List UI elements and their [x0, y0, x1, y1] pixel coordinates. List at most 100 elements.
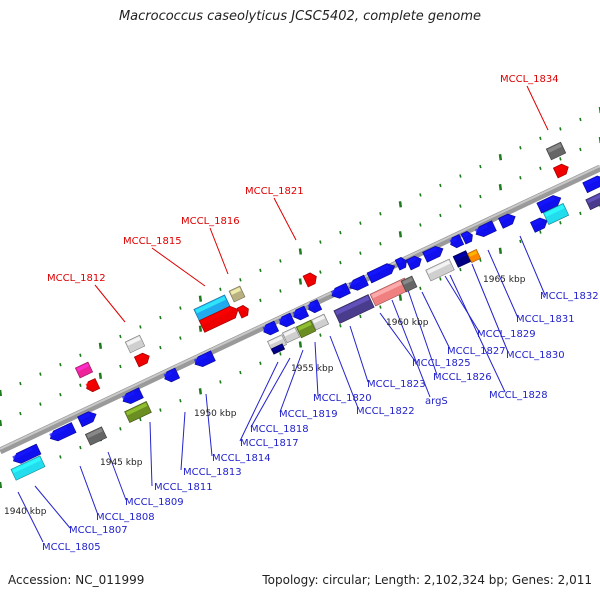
gene-leader-line [444, 275, 481, 334]
minor-tick-mark [79, 445, 82, 450]
minor-tick-mark [379, 212, 382, 216]
gene-leader-line [239, 361, 279, 442]
minor-tick-mark [479, 164, 482, 169]
gene-feature-sheen [312, 315, 325, 324]
minor-tick-mark [379, 305, 382, 309]
label-mccl-1832: MCCL_1832 [540, 291, 599, 302]
minor-tick-mark [379, 242, 382, 246]
minor-tick-mark [219, 287, 222, 291]
minor-tick-mark [519, 239, 522, 244]
minor-tick-mark [279, 352, 282, 356]
minor-tick-mark [479, 258, 482, 262]
label-mccl-1822: MCCL_1822 [356, 406, 415, 417]
label-mccl-1819: MCCL_1819 [279, 409, 338, 420]
label-mccl-1820: MCCL_1820 [313, 393, 372, 404]
label-mccl-1805: MCCL_1805 [42, 542, 101, 553]
gene-feature-body [582, 175, 600, 194]
gene-feature-body [466, 248, 482, 264]
minor-tick-mark [179, 398, 182, 403]
gene-feature-arrow [12, 443, 42, 464]
gene-feature-sheen [348, 278, 361, 287]
minor-tick-mark [339, 260, 342, 265]
gene-feature-sheen [12, 457, 41, 474]
gene-feature-sheen [193, 354, 208, 363]
gene-feature-sheen [474, 224, 489, 233]
gene-feature-body [236, 305, 249, 319]
label-mccl-1827: MCCL_1827 [447, 346, 506, 357]
genome-backbone-highlight [0, 165, 600, 450]
gene-feature-body [308, 299, 323, 314]
minor-tick-mark [259, 361, 262, 365]
minor-tick-mark [359, 314, 362, 319]
minor-tick-mark [159, 345, 162, 350]
gene-feature-arrow [198, 305, 239, 333]
minor-tick-mark [79, 353, 82, 357]
label-mccl-1826: MCCL_1826 [433, 372, 492, 383]
gene-feature-sheen [371, 279, 406, 299]
minor-tick-mark [398, 231, 403, 238]
gene-feature-sheen [468, 250, 478, 257]
gene-feature-body [12, 443, 42, 464]
gene-feature-arrow [121, 387, 144, 405]
minor-tick-mark [59, 455, 62, 459]
gene-leader-line [421, 291, 451, 350]
gene-feature-arrow [49, 422, 77, 442]
minor-tick-mark [559, 221, 562, 225]
gene-feature-arrow [394, 257, 407, 271]
gene-feature-body [86, 378, 101, 393]
gene-leader-line [379, 312, 416, 362]
gene-feature-sheen [304, 273, 313, 280]
minor-tick-mark [279, 259, 282, 263]
gene-feature-body [400, 275, 418, 293]
gene-feature-sheen [554, 165, 564, 172]
minor-tick-mark [579, 117, 582, 122]
minor-tick-mark [339, 230, 342, 235]
minor-tick-mark [319, 240, 322, 244]
gene-feature-sheen [86, 428, 103, 439]
minor-tick-mark [198, 325, 203, 332]
gene-feature-body [422, 245, 444, 263]
gene-feature-sheen [531, 218, 542, 226]
gene-feature-sheen [449, 237, 458, 244]
minor-tick-mark [298, 278, 303, 285]
gene-feature-body [49, 422, 77, 442]
gene-leader-line [149, 421, 153, 487]
gene-feature-arrow [405, 255, 422, 271]
gene-feature-body [198, 305, 239, 333]
gene-feature-sheen [163, 371, 173, 378]
minor-tick-mark [59, 362, 62, 367]
minor-tick-mark [398, 294, 403, 301]
label-mccl-1831: MCCL_1831 [516, 314, 575, 325]
gene-feature-body [366, 263, 396, 284]
gene-feature-arrow [302, 272, 317, 288]
gene-feature-sheen [292, 309, 302, 316]
minor-tick-mark [79, 383, 82, 387]
gene-leader-line [329, 335, 359, 409]
minor-tick-mark [0, 481, 3, 489]
minor-tick-mark [259, 298, 262, 303]
gene-feature-sheen [547, 143, 562, 153]
gene-feature-sheen [278, 316, 288, 323]
gene-feature-arrow [133, 352, 150, 368]
gene-feature-arrow [85, 378, 101, 393]
gene-feature-sheen [195, 296, 226, 314]
gene-feature-sheen [121, 391, 136, 400]
gene-feature-sheen [368, 264, 389, 277]
minor-tick-mark [419, 223, 422, 227]
label-mccl-1815: MCCL_1815 [123, 236, 182, 247]
minor-tick-mark [498, 247, 503, 254]
gene-feature-body [194, 350, 216, 368]
gene-feature-sheen [230, 287, 241, 295]
minor-tick-mark [259, 268, 262, 273]
label-mccl-1811: MCCL_1811 [154, 482, 213, 493]
gene-leader-line [205, 393, 213, 457]
gene-layer [10, 141, 600, 481]
label-mccl-1821: MCCL_1821 [245, 186, 304, 197]
gene-feature-box [542, 203, 570, 225]
gene-feature-sheen [283, 328, 296, 337]
gene-feature-arrow [330, 282, 351, 299]
gene-feature-arrow [582, 175, 600, 194]
map-title: Macrococcus caseolyticus JCSC5402, compl… [118, 9, 482, 24]
minor-tick-mark [219, 380, 222, 384]
minor-tick-mark [359, 221, 362, 225]
